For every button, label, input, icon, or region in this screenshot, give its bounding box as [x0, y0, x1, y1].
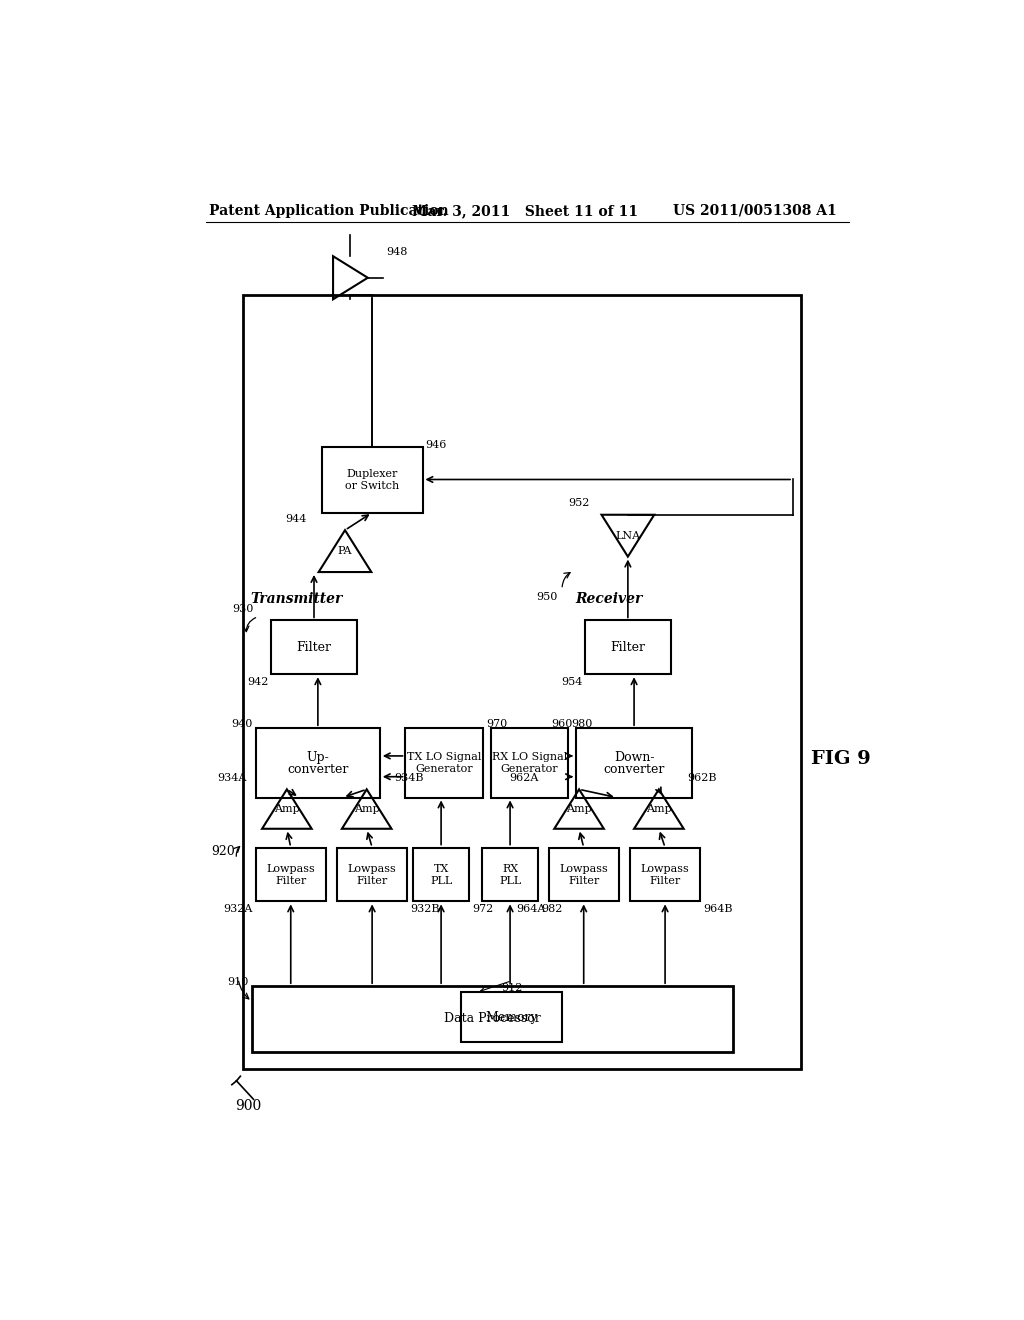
Text: 944: 944: [286, 513, 307, 524]
Text: 952: 952: [568, 499, 590, 508]
Text: Filter: Filter: [297, 640, 332, 653]
Text: PLL: PLL: [499, 875, 521, 886]
Bar: [271, 620, 356, 675]
Text: Down-: Down-: [613, 751, 654, 764]
Bar: [337, 847, 407, 902]
Text: 964B: 964B: [703, 904, 732, 915]
Text: Lowpass: Lowpass: [266, 865, 315, 874]
Text: 946: 946: [426, 440, 446, 450]
Text: Amp: Amp: [646, 804, 672, 814]
Text: 932A: 932A: [223, 904, 253, 915]
Text: Transmitter: Transmitter: [251, 591, 343, 606]
Bar: [256, 729, 380, 797]
Text: Amp: Amp: [274, 804, 300, 814]
Text: Data Processor: Data Processor: [443, 1012, 541, 1026]
Bar: [586, 620, 671, 675]
Bar: [575, 729, 692, 797]
Text: Memory: Memory: [485, 1011, 538, 1024]
Text: 972: 972: [472, 904, 494, 915]
Text: 910: 910: [227, 977, 249, 987]
Text: 982: 982: [541, 904, 562, 915]
Bar: [461, 993, 562, 1043]
Text: 954: 954: [561, 677, 583, 686]
Text: 962B: 962B: [687, 774, 716, 783]
Bar: [406, 729, 483, 797]
Text: or Switch: or Switch: [345, 480, 399, 491]
Text: Filter: Filter: [356, 875, 388, 886]
Text: 948: 948: [386, 247, 408, 257]
Text: 980: 980: [571, 719, 593, 730]
Text: 934B: 934B: [394, 774, 424, 783]
Bar: [490, 729, 568, 797]
Text: Receiver: Receiver: [574, 591, 642, 606]
Text: Filter: Filter: [568, 875, 599, 886]
Text: PA: PA: [338, 546, 352, 556]
Text: LNA: LNA: [615, 531, 640, 541]
Text: 962A: 962A: [509, 774, 539, 783]
Text: Up-: Up-: [306, 751, 330, 764]
Text: RX: RX: [502, 865, 518, 874]
Bar: [252, 986, 732, 1052]
Text: converter: converter: [603, 763, 665, 776]
Bar: [630, 847, 700, 902]
Text: Generator: Generator: [416, 764, 473, 774]
Text: FIG 9: FIG 9: [811, 750, 870, 768]
Text: 942: 942: [247, 677, 268, 686]
Text: Generator: Generator: [501, 764, 558, 774]
Text: 940: 940: [231, 719, 253, 730]
Text: Mar. 3, 2011   Sheet 11 of 11: Mar. 3, 2011 Sheet 11 of 11: [412, 203, 638, 218]
Bar: [549, 847, 618, 902]
Text: Filter: Filter: [610, 640, 645, 653]
Text: 960: 960: [552, 719, 572, 730]
Text: Lowpass: Lowpass: [641, 865, 689, 874]
Bar: [482, 847, 538, 902]
Text: Filter: Filter: [649, 875, 681, 886]
Text: Lowpass: Lowpass: [559, 865, 608, 874]
Text: PLL: PLL: [430, 875, 453, 886]
Text: US 2011/0051308 A1: US 2011/0051308 A1: [674, 203, 838, 218]
Text: 964A: 964A: [516, 904, 546, 915]
Text: Amp: Amp: [566, 804, 592, 814]
Text: 920: 920: [211, 845, 234, 858]
Text: TX LO Signal: TX LO Signal: [407, 752, 481, 763]
Bar: [256, 847, 326, 902]
Text: 950: 950: [536, 593, 557, 602]
Text: 932B: 932B: [410, 904, 439, 915]
Text: RX LO Signal: RX LO Signal: [492, 752, 567, 763]
Text: 912: 912: [501, 982, 522, 993]
Text: Duplexer: Duplexer: [346, 470, 397, 479]
Text: Lowpass: Lowpass: [348, 865, 396, 874]
Text: 900: 900: [234, 1098, 261, 1113]
Text: Filter: Filter: [275, 875, 306, 886]
Text: TX: TX: [433, 865, 449, 874]
Bar: [322, 447, 423, 512]
Bar: [414, 847, 469, 902]
Text: 934A: 934A: [217, 774, 247, 783]
Text: 970: 970: [486, 719, 507, 730]
Text: converter: converter: [287, 763, 348, 776]
Text: Amp: Amp: [354, 804, 380, 814]
Text: Patent Application Publication: Patent Application Publication: [209, 203, 449, 218]
Bar: [243, 296, 801, 1069]
Text: 930: 930: [232, 603, 254, 614]
